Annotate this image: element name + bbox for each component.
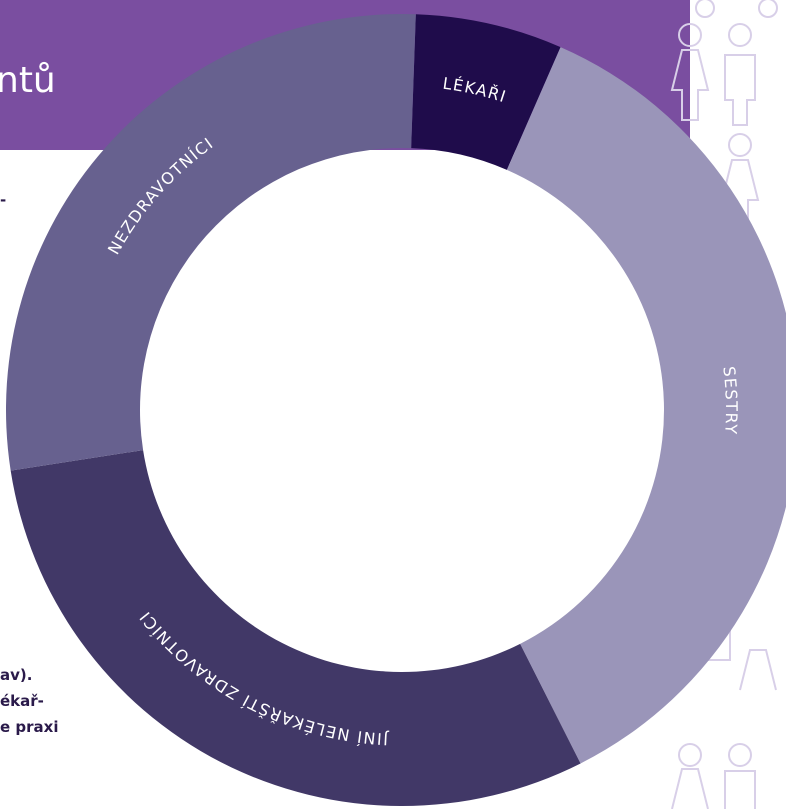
header-title: ntů: [0, 60, 56, 101]
donut-segment: [506, 47, 786, 764]
donut-segment: [10, 450, 581, 806]
text-fragment: av).: [0, 666, 32, 684]
segment-label: SESTRY: [720, 365, 742, 436]
text-fragment: -: [0, 191, 6, 209]
person-icons: [670, 0, 778, 809]
donut-segment: [411, 14, 561, 170]
donut-segment: [6, 13, 416, 471]
text-fragment: ékař-: [0, 692, 44, 710]
text-fragment: e praxi: [0, 718, 58, 736]
segment-label-path: SESTRY: [720, 365, 740, 436]
